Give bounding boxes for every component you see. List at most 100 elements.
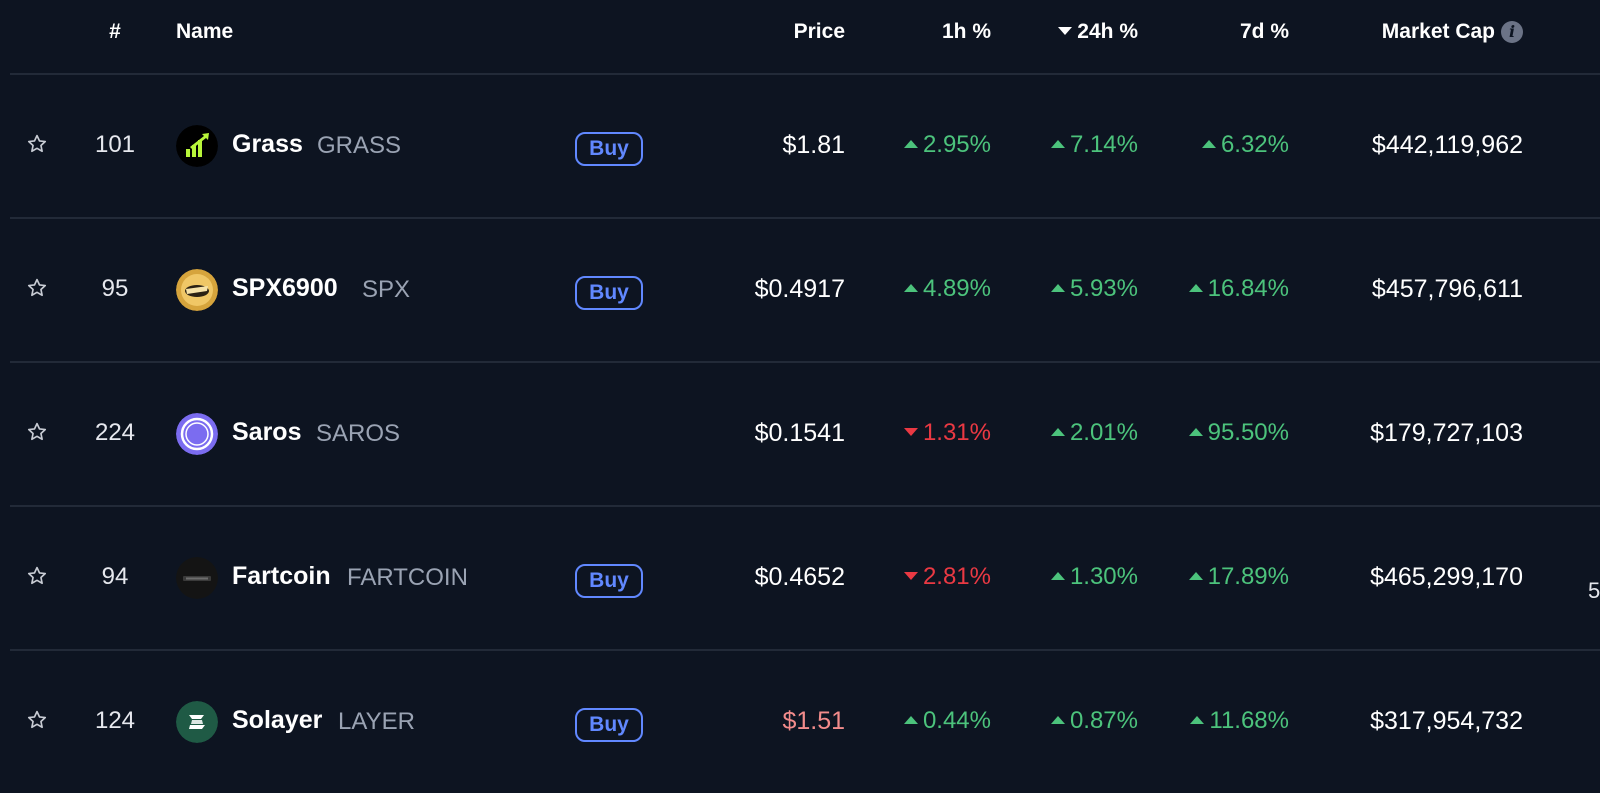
change-1h-value: 4.89% bbox=[922, 275, 991, 302]
buy-button[interactable]: Buy bbox=[575, 276, 643, 310]
crypto-table: # Name Price 1h % 24h % 7d % Market Cap i… bbox=[10, 0, 1600, 793]
change-1h-value: 0.44% bbox=[922, 707, 991, 734]
triangle-down-icon bbox=[903, 428, 918, 436]
header-market-cap[interactable]: Market Cap i bbox=[1382, 20, 1523, 44]
triangle-up-icon bbox=[1050, 284, 1065, 292]
change-7d-value: 6.32% bbox=[1220, 131, 1289, 158]
change-7d: 95.50% bbox=[1188, 419, 1289, 447]
change-1h: 2.95% bbox=[903, 131, 991, 159]
buy-button[interactable]: Buy bbox=[575, 132, 643, 166]
rank-cell: 224 bbox=[94, 419, 136, 446]
buy-button[interactable]: Buy bbox=[575, 564, 643, 598]
star-icon[interactable] bbox=[26, 133, 48, 155]
change-24h-value: 5.93% bbox=[1069, 275, 1138, 302]
header-name[interactable]: Name bbox=[176, 20, 234, 43]
header-price[interactable]: Price bbox=[793, 20, 845, 43]
change-1h: 2.81% bbox=[903, 563, 991, 591]
change-1h-value: 2.81% bbox=[922, 563, 991, 590]
change-7d-value: 16.84% bbox=[1207, 275, 1289, 302]
triangle-up-icon bbox=[1188, 284, 1203, 292]
header-rank[interactable]: # bbox=[109, 20, 121, 43]
header-7d[interactable]: 7d % bbox=[1239, 20, 1289, 43]
triangle-down-icon bbox=[903, 572, 918, 580]
change-7d-value: 11.68% bbox=[1209, 707, 1289, 734]
header-24h[interactable]: 24h % bbox=[1058, 20, 1138, 44]
coin-symbol: GRASS bbox=[317, 132, 402, 159]
market-cap-cell: $457,796,611 bbox=[1371, 275, 1523, 303]
market-cap-cell: $179,727,103 bbox=[1370, 419, 1523, 447]
change-7d: 11.68% bbox=[1190, 707, 1289, 735]
price-cell: $0.1541 bbox=[754, 419, 845, 447]
rank-cell: 101 bbox=[94, 131, 136, 158]
table-row[interactable]: 124 Solayer LAYER Buy $1.51 0.44% 0.87% … bbox=[10, 651, 1600, 793]
table-row[interactable]: 101 Grass GRASS Buy $1.81 2.95% 7.14% 6.… bbox=[10, 75, 1600, 219]
triangle-up-icon bbox=[903, 284, 918, 292]
table-header: # Name Price 1h % 24h % 7d % Market Cap i bbox=[10, 0, 1600, 75]
spx6900-logo-icon bbox=[176, 269, 218, 311]
header-1h[interactable]: 1h % bbox=[941, 20, 991, 43]
triangle-up-icon bbox=[1050, 572, 1065, 580]
change-24h-value: 7.14% bbox=[1069, 131, 1138, 158]
coin-name[interactable]: Saros bbox=[232, 418, 302, 446]
triangle-up-icon bbox=[1050, 140, 1065, 148]
grass-logo-icon bbox=[176, 125, 218, 167]
change-24h: 0.87% bbox=[1050, 707, 1138, 735]
info-icon[interactable]: i bbox=[1501, 21, 1523, 43]
solayer-logo-icon bbox=[176, 701, 218, 743]
change-1h-value: 1.31% bbox=[922, 419, 991, 446]
rank-cell: 124 bbox=[94, 707, 136, 734]
change-7d: 17.89% bbox=[1188, 563, 1289, 591]
triangle-up-icon bbox=[1188, 428, 1203, 436]
star-icon[interactable] bbox=[26, 565, 48, 587]
change-1h: 0.44% bbox=[903, 707, 991, 735]
change-24h: 7.14% bbox=[1050, 131, 1138, 159]
change-24h-value: 0.87% bbox=[1069, 707, 1138, 734]
change-7d-value: 95.50% bbox=[1207, 419, 1289, 446]
triangle-up-icon bbox=[903, 716, 918, 724]
table-row[interactable]: 94 Fartcoin FARTCOIN Buy $0.4652 2.81% 1… bbox=[10, 507, 1600, 651]
triangle-up-icon bbox=[1050, 716, 1065, 724]
fartcoin-logo-icon bbox=[176, 557, 218, 599]
change-24h: 1.30% bbox=[1050, 563, 1138, 591]
change-1h-value: 2.95% bbox=[922, 131, 991, 158]
price-cell: $1.81 bbox=[782, 131, 845, 159]
coin-name[interactable]: Fartcoin bbox=[232, 562, 331, 590]
change-7d-value: 17.89% bbox=[1207, 563, 1289, 590]
triangle-up-icon bbox=[1201, 140, 1216, 148]
star-icon[interactable] bbox=[26, 421, 48, 443]
change-24h: 5.93% bbox=[1050, 275, 1138, 303]
change-7d: 16.84% bbox=[1188, 275, 1289, 303]
clipped-column-value: 5 bbox=[1588, 578, 1600, 603]
triangle-up-icon bbox=[903, 140, 918, 148]
header-24h-label: 24h % bbox=[1077, 20, 1138, 43]
triangle-up-icon bbox=[1050, 428, 1065, 436]
change-24h: 2.01% bbox=[1050, 419, 1138, 447]
coin-name[interactable]: Solayer bbox=[232, 706, 323, 734]
coin-name[interactable]: SPX6900 bbox=[232, 274, 338, 302]
table-row[interactable]: 95 SPX6900 SPX Buy $0.4917 4.89% 5.93% 1… bbox=[10, 219, 1600, 363]
saros-logo-icon bbox=[176, 413, 218, 455]
triangle-up-icon bbox=[1190, 716, 1205, 724]
rank-cell: 94 bbox=[101, 563, 129, 590]
price-cell: $1.51 bbox=[782, 707, 845, 735]
rank-cell: 95 bbox=[101, 275, 129, 302]
change-24h-value: 2.01% bbox=[1069, 419, 1138, 446]
change-1h: 1.31% bbox=[903, 419, 991, 447]
buy-button[interactable]: Buy bbox=[575, 708, 643, 742]
change-24h-value: 1.30% bbox=[1069, 563, 1138, 590]
table-row[interactable]: 224 Saros SAROS $0.1541 1.31% 2.01% 95.5… bbox=[10, 363, 1600, 507]
table-body: 101 Grass GRASS Buy $1.81 2.95% 7.14% 6.… bbox=[10, 75, 1600, 793]
price-cell: $0.4917 bbox=[754, 275, 845, 303]
change-1h: 4.89% bbox=[903, 275, 991, 303]
coin-name[interactable]: Grass bbox=[232, 130, 303, 158]
coin-symbol: SPX bbox=[362, 276, 411, 303]
change-7d: 6.32% bbox=[1201, 131, 1289, 159]
coin-symbol: SAROS bbox=[316, 420, 401, 447]
market-cap-cell: $465,299,170 bbox=[1370, 563, 1523, 591]
triangle-up-icon bbox=[1188, 572, 1203, 580]
star-icon[interactable] bbox=[26, 709, 48, 731]
star-icon[interactable] bbox=[26, 277, 48, 299]
header-market-cap-label: Market Cap bbox=[1381, 20, 1495, 43]
coin-symbol: FARTCOIN bbox=[347, 564, 468, 591]
market-cap-cell: $442,119,962 bbox=[1371, 131, 1523, 159]
